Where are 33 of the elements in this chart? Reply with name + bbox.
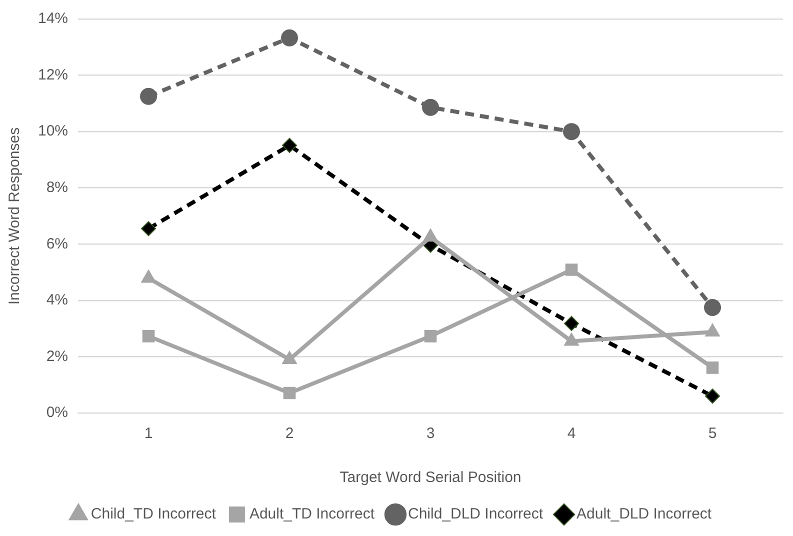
legend-label: Child_DLD Incorrect [408, 506, 544, 523]
point [564, 316, 580, 332]
y-tick-label: 0% [46, 404, 68, 422]
y-tick-label: 8% [46, 179, 68, 196]
x-axis-title: Target Word Serial Position [340, 469, 522, 486]
y-tick-label: 14% [38, 10, 68, 28]
point [142, 330, 155, 342]
point [704, 298, 721, 316]
point [281, 29, 298, 46]
legend-label: Child_TD Incorrect [90, 506, 217, 523]
x-tick-label: 4 [567, 425, 576, 442]
y-tick-label: 2% [46, 348, 68, 365]
point [706, 362, 719, 374]
legend-label: Adult_TD Incorrect [249, 506, 376, 523]
y-tick-label: 12% [38, 66, 68, 84]
point [282, 138, 298, 153]
y-tick-label: 4% [46, 292, 68, 309]
point [422, 98, 440, 116]
x-tick-label: 5 [708, 425, 717, 442]
point [565, 264, 578, 276]
point [283, 386, 296, 400]
x-tick-label: 1 [144, 425, 153, 442]
y-tick-label: 10% [38, 122, 68, 140]
x-tick-label: 2 [285, 425, 294, 442]
legend-label: Adult_DLD Incorrect [576, 506, 712, 523]
point [141, 221, 156, 236]
x-tick-label: 3 [426, 425, 435, 442]
point [424, 330, 437, 342]
point [140, 88, 158, 105]
point [705, 388, 720, 404]
y-axis-title: Incorrect Word Responses [6, 127, 24, 305]
point [563, 123, 580, 140]
y-tick-label: 6% [46, 235, 68, 252]
